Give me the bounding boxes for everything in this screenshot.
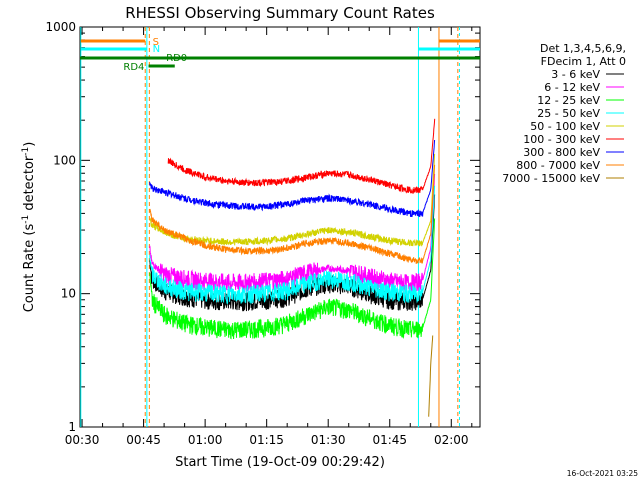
legend-label: 7000 - 15000 keV bbox=[502, 172, 600, 185]
x-tick-label: 01:15 bbox=[249, 433, 284, 447]
legend-label: 25 - 50 keV bbox=[537, 107, 600, 120]
legend-label: 300 - 800 keV bbox=[523, 146, 600, 159]
state-vertical-lines bbox=[80, 27, 460, 427]
state-bar-label: N bbox=[153, 44, 160, 55]
x-tick-label: 01:00 bbox=[188, 433, 223, 447]
series-line bbox=[149, 153, 436, 247]
series-line bbox=[149, 139, 436, 218]
state-bar-label: RD4 bbox=[123, 62, 144, 73]
series-line bbox=[149, 185, 436, 305]
legend-label: 6 - 12 keV bbox=[544, 81, 600, 94]
chart-title: RHESSI Observing Summary Count Rates bbox=[125, 4, 435, 22]
y-axis-label: Count Rate (s-1 detector-1) bbox=[21, 142, 37, 313]
legend-label: 800 - 7000 keV bbox=[516, 159, 600, 172]
y-axis-label-main: Count Rate (s bbox=[22, 224, 37, 313]
y-axis-label-end: ) bbox=[22, 142, 37, 147]
y-tick-label: 1 bbox=[68, 420, 76, 434]
axis-ticks: 00:30 00:45 01:00 01:15 01:30 01:45 02:00 1 10 10… bbox=[45, 20, 480, 447]
legend: Det 1,3,4,5,6,9, FDecim 1, Att 0 3 - 6 k… bbox=[502, 42, 626, 185]
y-axis-label-sup1: -1 bbox=[21, 215, 31, 224]
x-tick-label: 00:45 bbox=[126, 433, 161, 447]
x-tick-label: 01:45 bbox=[372, 433, 407, 447]
series-line bbox=[428, 335, 434, 417]
series-line bbox=[149, 218, 436, 340]
y-tick-label: 1000 bbox=[45, 20, 76, 34]
plot-frame bbox=[79, 26, 481, 428]
state-bar-label: S bbox=[153, 37, 159, 48]
y-axis-label-mid: detector bbox=[22, 155, 37, 215]
y-tick-label: 100 bbox=[53, 153, 76, 167]
legend-title-1: Det 1,3,4,5,6,9, bbox=[540, 42, 626, 55]
series-line bbox=[167, 118, 436, 194]
legend-label: 100 - 300 keV bbox=[523, 133, 600, 146]
legend-label: 12 - 25 keV bbox=[537, 94, 600, 107]
legend-label: 3 - 6 keV bbox=[551, 68, 600, 81]
x-tick-label: 02:00 bbox=[434, 433, 469, 447]
legend-title-2: FDecim 1, Att 0 bbox=[541, 55, 626, 68]
y-tick-label: 10 bbox=[61, 287, 76, 301]
state-bars: SN RD0 RD4 bbox=[80, 37, 480, 73]
x-axis-label: Start Time (19-Oct-09 00:29:42) bbox=[175, 455, 385, 470]
state-bar-label: RD0 bbox=[166, 53, 187, 64]
data-series bbox=[149, 118, 436, 417]
series-line bbox=[149, 164, 436, 265]
legend-label: 50 - 100 keV bbox=[530, 120, 600, 133]
date-stamp: 16-Oct-2021 03:25 bbox=[567, 469, 638, 478]
x-tick-label: 00:30 bbox=[65, 433, 100, 447]
series-line bbox=[149, 173, 436, 293]
y-axis-label-sup2: -1 bbox=[21, 147, 31, 156]
x-tick-label: 01:30 bbox=[311, 433, 346, 447]
